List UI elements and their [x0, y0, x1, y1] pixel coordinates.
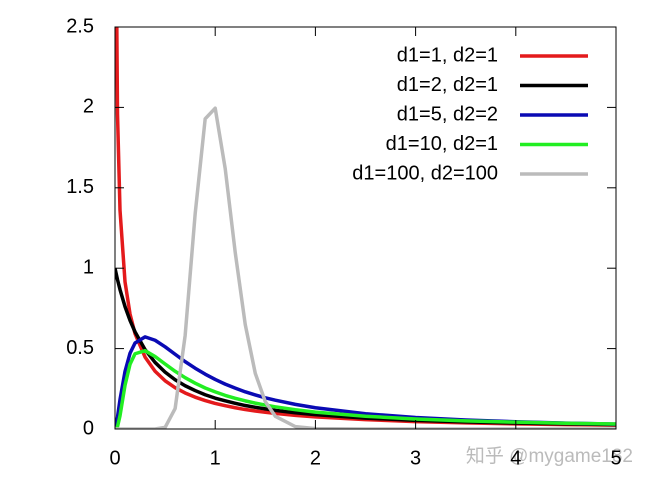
x-tick-label: 2 [310, 447, 321, 469]
legend-label: d1=100, d2=100 [352, 162, 498, 184]
line [115, 335, 616, 429]
y-tick-label: 0.5 [66, 337, 94, 359]
line [115, 27, 616, 427]
x-tick-label: 3 [410, 447, 421, 469]
x-tick-label: 5 [610, 447, 621, 469]
y-tick-label: 1.5 [66, 176, 94, 198]
x-tick-label: 4 [510, 447, 521, 469]
y-tick-label: 2 [83, 96, 94, 118]
x-tick-label: 0 [109, 447, 120, 469]
legend-label: d1=1, d2=1 [397, 44, 498, 66]
watermark: 知乎 @mygame182 [466, 445, 633, 467]
legend-label: d1=10, d2=1 [386, 133, 498, 155]
plot-frame [114, 26, 617, 430]
line [115, 106, 616, 429]
line [115, 348, 616, 429]
plot-area [115, 27, 616, 429]
legend-label: d1=5, d2=2 [397, 103, 498, 125]
legend-label: d1=2, d2=1 [397, 74, 498, 96]
y-tick-label: 0 [83, 417, 94, 439]
y-tick-label: 2.5 [66, 15, 94, 37]
x-tick-label: 1 [210, 447, 221, 469]
y-tick-label: 1 [83, 256, 94, 278]
